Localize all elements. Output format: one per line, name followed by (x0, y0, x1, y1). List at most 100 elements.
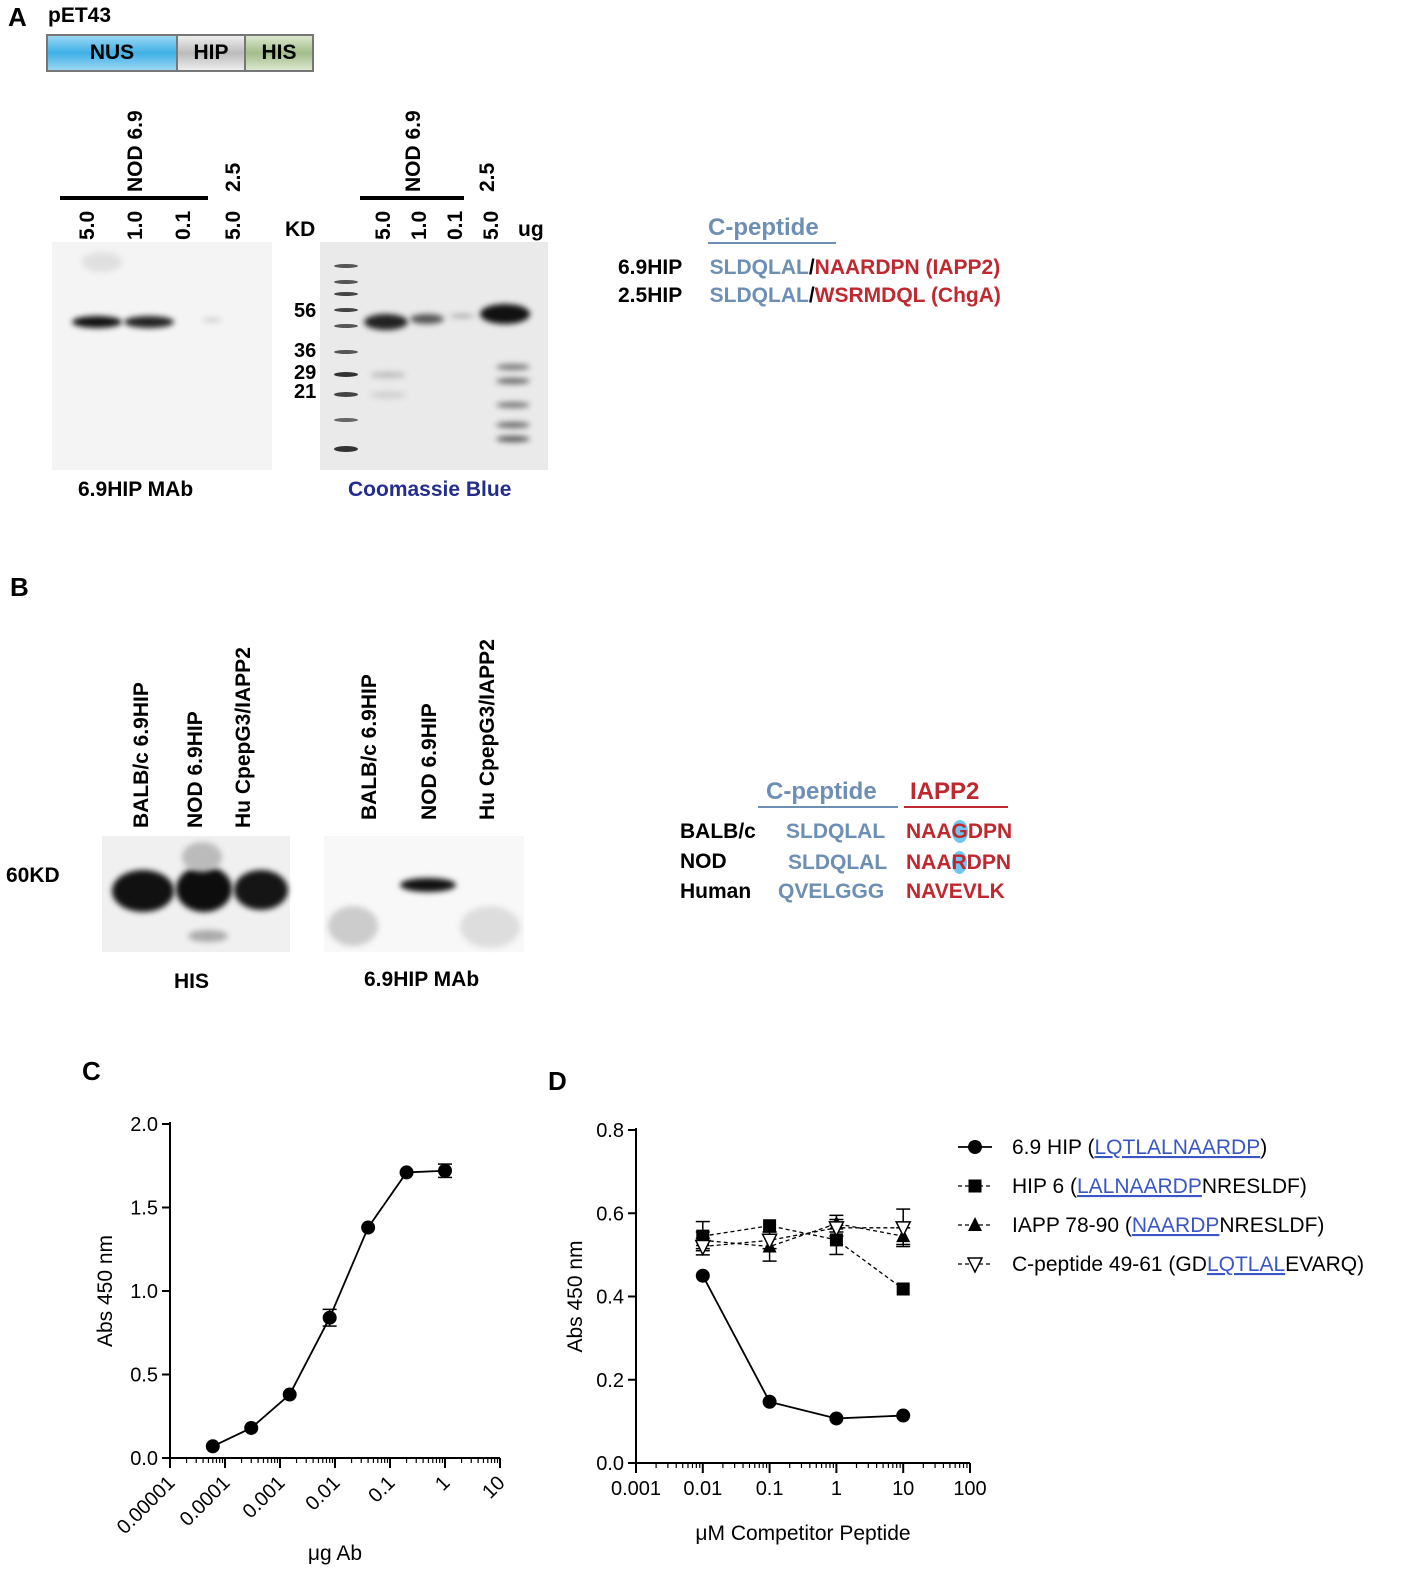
alignB-iapp-underline (904, 806, 1008, 808)
x-tick-label: 0.1 (364, 1472, 399, 1507)
x-tick-label: 0.001 (611, 1478, 661, 1500)
series-3-point (828, 1221, 845, 1238)
alignB-row-1-cpep: SLDQLAL (786, 820, 886, 843)
legend-0-marker (968, 1140, 982, 1154)
panel-letter-d: D (548, 1066, 567, 1096)
series-0-point (361, 1220, 376, 1235)
panel-letter-a: A (8, 2, 27, 32)
blotB1-lane-1: BALB/c 6.9HIP (130, 682, 153, 828)
blotB1-lane-3: Hu CpepG3/IAPP2 (232, 647, 255, 828)
alignB-row-1-highlight: G (951, 820, 968, 843)
alignB-row-1-iapp: NAAGDPN (906, 820, 1012, 844)
y-tick-label: 0.5 (130, 1365, 158, 1387)
blot1-lane-4: 5.0 (222, 210, 245, 240)
legend-0-label: 6.9 HIP (LQTLALNAARDP) (1012, 1136, 1267, 1159)
y-tick-label: 2.0 (130, 1114, 158, 1136)
x-tick-label: 1 (431, 1472, 454, 1495)
y-tick-label: 0.0 (596, 1453, 624, 1475)
x-tick-label: 100 (953, 1478, 986, 1500)
series-3-point (761, 1233, 778, 1250)
blot1-group-bar (60, 196, 208, 200)
alignB-row-2-cpep: SLDQLAL (788, 851, 888, 874)
series-0-point (322, 1310, 337, 1325)
blot1-image (52, 242, 272, 470)
x-axis-label: μg Ab (308, 1542, 362, 1565)
alignB-row-1-name: BALB/c (680, 820, 756, 843)
x-axis-label: μM Competitor Peptide (695, 1522, 910, 1545)
y-tick-label: 0.4 (596, 1287, 624, 1309)
marker-29: 29 (294, 362, 317, 384)
blotB1-image (102, 836, 290, 952)
b-kd-label: 60KD (6, 864, 60, 887)
blot2-unit-label: ug (518, 218, 544, 241)
blot2-lane-4: 5.0 (480, 210, 503, 240)
blot1-caption: 6.9HIP MAb (78, 478, 194, 501)
y-tick-label: 0.2 (596, 1370, 624, 1392)
series-0-point (205, 1439, 220, 1454)
seqA-header: C-peptide (708, 214, 819, 241)
blot2-group-bar (360, 196, 464, 200)
alignB-row-2-highlight: R (951, 851, 967, 874)
blot1-group-label: NOD 6.9 (124, 110, 147, 192)
series-0-point (399, 1165, 414, 1180)
alignB-row-2-name: NOD (680, 850, 727, 873)
legend-1-marker (968, 1179, 982, 1193)
blot1-lane-2: 1.0 (124, 210, 147, 240)
marker-21: 21 (294, 381, 317, 403)
legend-3-label: C-peptide 49-61 (GDLQTLALEVARQ) (1012, 1253, 1364, 1276)
seqA-row-2-other: WSRMDQL (ChgA) (814, 284, 1001, 307)
blotB1-caption: HIS (174, 970, 210, 993)
x-tick-label: 0.0001 (176, 1472, 235, 1531)
series-0-point (829, 1411, 844, 1426)
seqA-row-1-other: NAARDPN (IAPP2) (814, 256, 1001, 279)
series-1-point (896, 1282, 910, 1296)
legend-2-label: IAPP 78-90 (NAARDPNRESLDF) (1012, 1214, 1324, 1237)
alignB-row-2-iapp-a: NAA (906, 851, 952, 874)
y-tick-label: 0.6 (596, 1203, 624, 1225)
blotB2-caption: 6.9HIP MAb (364, 968, 480, 991)
blot2-image (320, 242, 548, 470)
marker-36: 36 (294, 340, 317, 362)
alignB-header-iapp: IAPP2 (910, 778, 980, 805)
seqA-row-1-sep: / (808, 256, 815, 279)
series-3-point (694, 1239, 712, 1257)
construct-segment-nus: NUS (48, 36, 178, 70)
seqA-row-1-cpep: SLDQLAL (709, 256, 809, 279)
alignB-row-3-name: Human (680, 880, 752, 903)
alignB-cpep-underline (758, 806, 898, 808)
chart-d: 0.0 0.2 0.4 0.6 0.8 0.001 0.01 0.1 1 10 100 μM Comp… (564, 1120, 1364, 1545)
series-0-point (762, 1394, 777, 1409)
y-tick-label: 0.0 (130, 1448, 158, 1470)
blot2-kd-label: KD (285, 218, 316, 241)
blotB2-lane-3: Hu CpepG3/IAPP2 (476, 639, 499, 820)
seqA-header-underline (708, 242, 836, 244)
x-tick-label: 0.01 (683, 1478, 722, 1500)
seqA-row-2-cpep: SLDQLAL (709, 284, 809, 307)
y-axis-label: Abs 450 nm (94, 1235, 117, 1347)
x-tick-label: 0.00001 (113, 1472, 180, 1539)
x-tick-label: 10 (892, 1478, 914, 1500)
seqA-row-2: 2.5HIP SLDQLAL/WSRMDQL (ChgA) (618, 284, 1001, 308)
alignB-row-1-iapp-c: DPN (967, 820, 1013, 843)
blot1-lane-3: 0.1 (172, 210, 195, 240)
panel-letter-b: B (10, 572, 29, 602)
blot1-lane-1: 5.0 (76, 210, 99, 240)
series-0-point (282, 1387, 297, 1402)
seqA-row-1: 6.9HIP SLDQLAL/NAARDPN (IAPP2) (618, 256, 1000, 280)
series-1-line (702, 1225, 904, 1290)
alignB-row-2-iapp: NAARDPN (906, 851, 1011, 875)
series-3-point (894, 1221, 912, 1238)
blot2-lane-3: 0.1 (444, 210, 467, 240)
series-0-point (896, 1408, 911, 1423)
blot1-extra-label: 2.5 (222, 162, 245, 192)
blotB2-lane-1: BALB/c 6.9HIP (358, 674, 381, 820)
blot2-extra-label: 2.5 (476, 162, 499, 192)
series-3-line (702, 1227, 904, 1248)
alignB-row-3-cpep: QVELGGG (778, 880, 885, 903)
blotB2-lane-2: NOD 6.9HIP (418, 703, 441, 820)
alignB-row-3-iapp: NAVEVLK (906, 880, 1005, 903)
blot2-lane-1: 5.0 (372, 210, 395, 240)
x-tick-label: 0.01 (301, 1472, 344, 1515)
legend-3-marker (966, 1257, 984, 1274)
